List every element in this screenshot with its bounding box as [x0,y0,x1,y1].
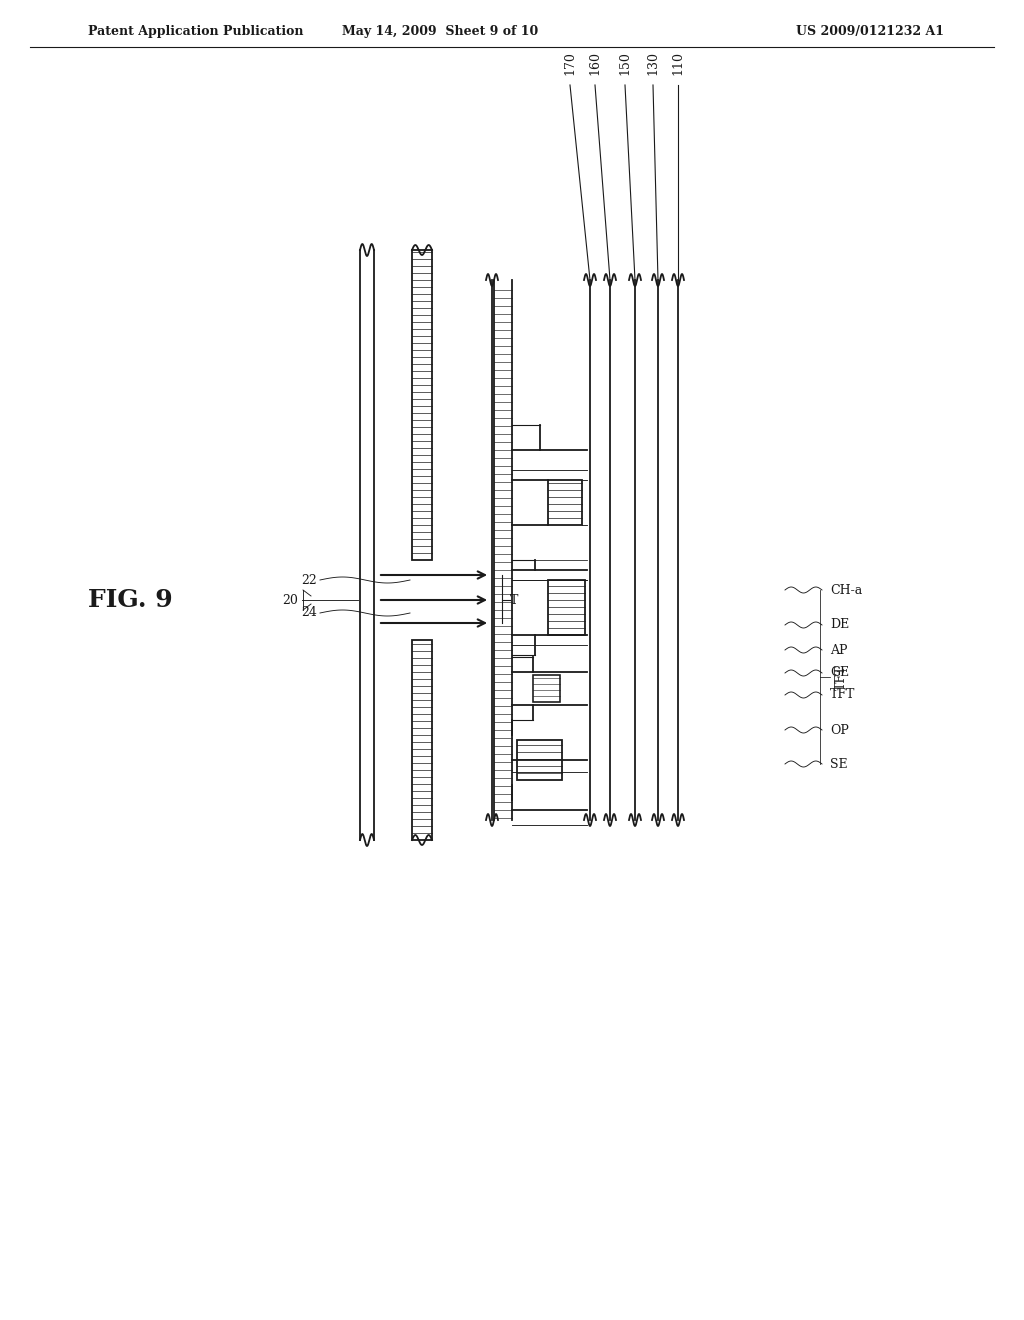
Text: TFT: TFT [830,689,855,701]
Bar [548,480,582,525]
Text: 160: 160 [589,51,601,75]
Text: 130: 130 [646,51,659,75]
Text: 170: 170 [563,51,577,75]
Bar [517,741,562,780]
Bar [412,249,432,560]
Text: May 14, 2009  Sheet 9 of 10: May 14, 2009 Sheet 9 of 10 [342,25,539,37]
Text: OP: OP [830,723,849,737]
Text: Patent Application Publication: Patent Application Publication [88,25,303,37]
Text: 22: 22 [301,573,317,586]
Bar [534,675,560,702]
Text: DE: DE [830,619,849,631]
Text: 150: 150 [618,51,632,75]
Text: 24: 24 [301,606,317,619]
Bar [548,579,585,635]
Text: US 2009/0121232 A1: US 2009/0121232 A1 [796,25,944,37]
Text: SE: SE [830,758,848,771]
Text: FIG. 9: FIG. 9 [88,587,172,612]
Text: AP: AP [830,644,848,656]
Text: 20: 20 [283,594,298,606]
Text: CH-a: CH-a [830,583,862,597]
Bar [412,640,432,840]
Text: TFT: TFT [835,664,848,689]
Text: GE: GE [830,667,849,680]
Text: T: T [510,594,518,606]
Text: 110: 110 [672,51,684,75]
